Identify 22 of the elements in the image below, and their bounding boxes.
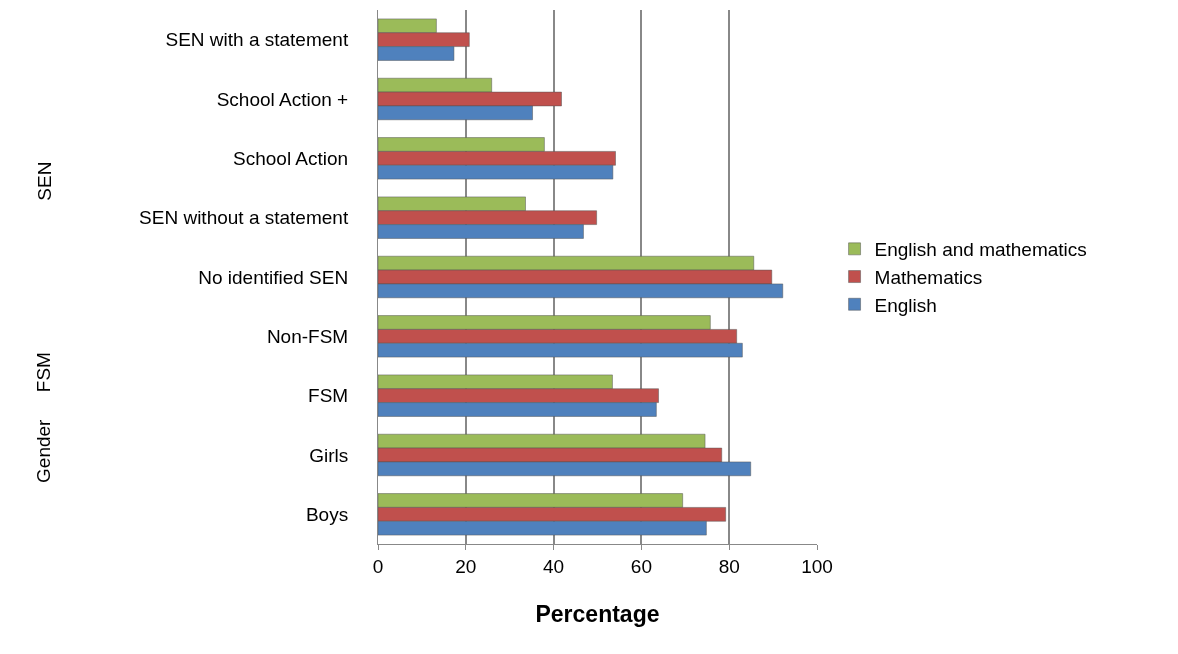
x-tick-label: 80: [718, 555, 740, 577]
y-tick-label: School Action: [233, 147, 349, 169]
text: FSM: [33, 352, 55, 393]
y-tick-label: School Action +: [216, 88, 349, 110]
x-axis-title: Percentage: [535, 601, 660, 628]
x-tick-label: 100: [801, 555, 833, 577]
legend-label: English and mathematics: [874, 239, 1087, 261]
text: Gender: [33, 418, 55, 483]
y-tick-label: SEN with a statement: [165, 29, 349, 51]
x-tick-label: 20: [455, 555, 477, 577]
y-tick-label: Boys: [305, 503, 349, 525]
y-tick-label: No identified SEN: [198, 266, 349, 288]
y-tick-label: Non-FSM: [266, 325, 349, 347]
x-tick-label: 40: [543, 555, 565, 577]
text: SEN: [33, 161, 55, 201]
legend-label: Mathematics: [874, 266, 983, 288]
y-tick-label: Girls: [309, 444, 349, 466]
x-tick-label: 0: [372, 555, 384, 577]
x-tick-label: 60: [630, 555, 652, 577]
legend-label: English: [874, 294, 937, 316]
y-tick-label: FSM: [308, 385, 349, 407]
y-tick-label: SEN without a statement: [139, 207, 349, 229]
